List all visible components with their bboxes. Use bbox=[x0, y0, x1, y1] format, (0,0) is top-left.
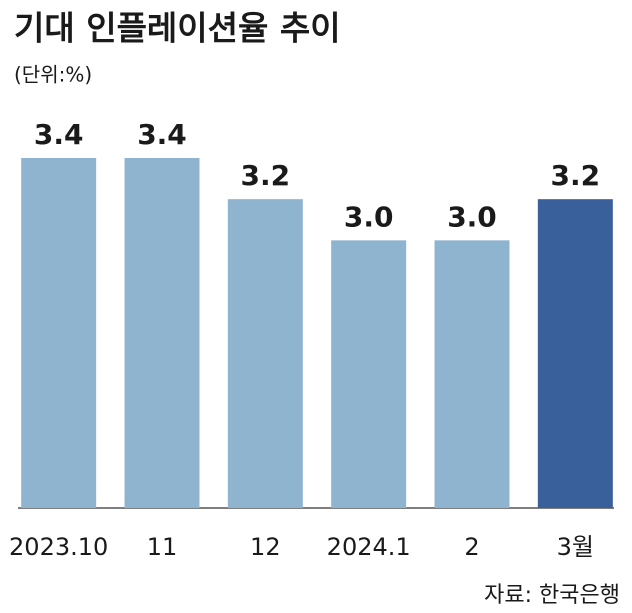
unit-label: (단위:%) bbox=[14, 63, 92, 87]
x-tick-label: 12 bbox=[250, 533, 281, 561]
value-label: 3.4 bbox=[137, 118, 187, 151]
bar bbox=[434, 240, 510, 508]
x-tick-label: 3월 bbox=[557, 533, 594, 561]
source: 자료: 한국은행 bbox=[484, 583, 620, 608]
value-label: 3.0 bbox=[447, 200, 497, 233]
bar bbox=[537, 199, 613, 509]
chart-title: 기대 인플레이션율 추이 bbox=[14, 9, 341, 48]
bar bbox=[124, 158, 200, 508]
x-tick-label: 2 bbox=[464, 533, 479, 561]
value-label: 3.2 bbox=[551, 159, 601, 192]
x-tick-label: 2023.10 bbox=[9, 533, 108, 561]
value-label: 3.0 bbox=[344, 200, 394, 233]
x-tick-label: 11 bbox=[147, 533, 178, 561]
bar bbox=[21, 158, 97, 508]
bar bbox=[227, 199, 303, 509]
value-label: 3.4 bbox=[34, 118, 84, 151]
bar bbox=[331, 240, 407, 508]
x-tick-label: 2024.1 bbox=[327, 533, 411, 561]
value-label: 3.2 bbox=[241, 159, 291, 192]
